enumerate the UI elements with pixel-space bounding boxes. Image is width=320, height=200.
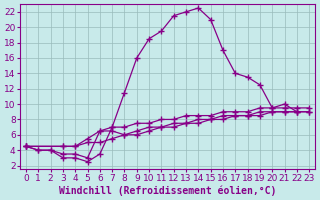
X-axis label: Windchill (Refroidissement éolien,°C): Windchill (Refroidissement éolien,°C) <box>59 185 276 196</box>
